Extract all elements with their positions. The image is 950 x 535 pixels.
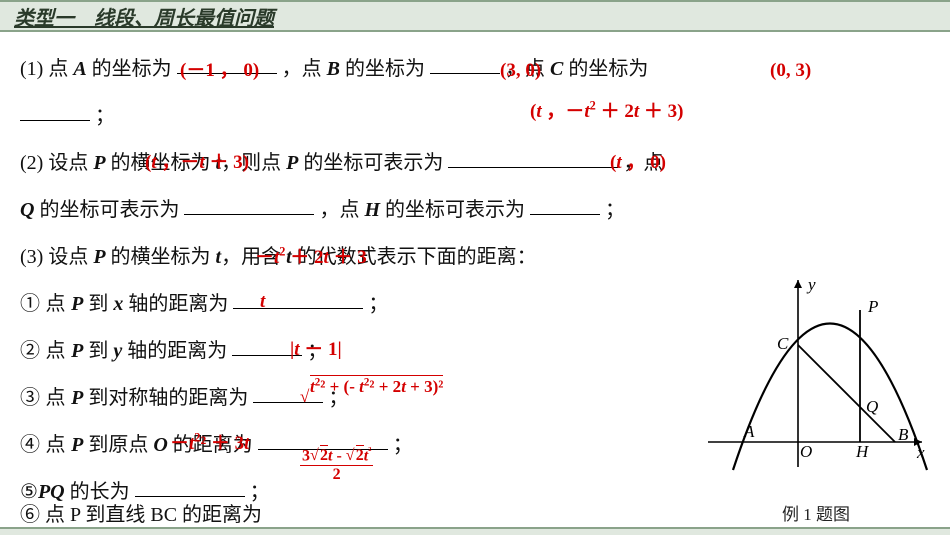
q1-A: A [73, 58, 86, 80]
blank-Q [184, 193, 314, 215]
clipped-text: ⑥ 点 P 到直线 BC 的距离为 [20, 504, 262, 526]
clipped-line: ⑥ 点 P 到直线 BC 的距离为 [20, 498, 262, 527]
i2b: 到 [83, 340, 113, 362]
ans-d3: －t2 ＋ 2t ＋ 3 [255, 236, 367, 281]
i3a: ③ 点 [20, 387, 71, 409]
q1-C: C [550, 58, 563, 80]
ans-frac: 32t - 2t² 2 [300, 440, 373, 487]
i4b: 到原点 [83, 434, 153, 456]
blank-B [430, 52, 500, 74]
q3-prefix: (3) 设点 [20, 246, 93, 268]
i1P: P [71, 293, 83, 315]
q2-Q: Q [20, 199, 34, 221]
q1-prefix: (1) 点 [20, 58, 73, 80]
i1x: x [113, 293, 123, 315]
q3-m1: 的横坐标为 [106, 246, 216, 268]
ans-sqrt: t2² + (- t2² + 2t + 3)² [300, 367, 443, 407]
svg-text:A: A [743, 422, 755, 441]
pa: ＋ 3) [205, 152, 249, 173]
sf: + 3)² [406, 377, 443, 396]
ans-B: (3, 0) [500, 49, 541, 94]
blank-H [530, 193, 600, 215]
blank-d5 [135, 475, 245, 497]
fe: 2 [356, 445, 364, 464]
ans-A: (－1 ， 0) [180, 49, 259, 94]
fd: - [332, 447, 345, 464]
ans-e: －t2² ＋ 3t [170, 422, 249, 467]
i3b: 到对称轴的距离为 [83, 387, 253, 409]
q3-P: P [93, 246, 105, 268]
q2-prefix: (2) 设点 [20, 152, 93, 174]
q1-m1: 的坐标为 [87, 58, 177, 80]
q2-m6: ，点 [314, 199, 364, 221]
d1t: t [260, 291, 265, 312]
q2-m5: 的坐标可表示为 [34, 199, 184, 221]
q2-P: P [93, 152, 105, 174]
q1-m5: 的坐标为 [563, 58, 648, 80]
figure: A B C O H P Q x y 例 1 题图 [700, 272, 932, 502]
svg-text:B: B [898, 425, 909, 444]
q1-m2: ，点 [277, 58, 327, 80]
i2P: P [71, 340, 83, 362]
blank-d1 [233, 287, 363, 309]
svg-text:H: H [855, 442, 870, 461]
svg-text:C: C [777, 334, 789, 353]
i2y: y [113, 340, 122, 362]
ans-C: (0, 3) [770, 49, 811, 94]
ans-Ccoord: (t ，－t2 ＋ 2t ＋ 3) [530, 90, 683, 135]
blank-C [20, 99, 90, 121]
fa: 3 [302, 447, 310, 464]
i1d: ； [363, 293, 388, 315]
q2-H: H [364, 199, 380, 221]
footer-stripe [0, 527, 950, 535]
i4d: ； [388, 434, 413, 456]
ea: － [170, 433, 189, 454]
svg-text:x: x [916, 443, 925, 462]
i1c: 轴的距离为 [123, 293, 233, 315]
fg: ² [368, 446, 371, 457]
i1a: ① 点 [20, 293, 71, 315]
pr: ，－ [157, 152, 200, 173]
i4P: P [71, 434, 83, 456]
q1-B: B [327, 58, 340, 80]
i2a: ② 点 [20, 340, 71, 362]
ans-d2: |t － 1| [290, 328, 342, 373]
et2: t [244, 433, 249, 454]
ans-d1: t [260, 280, 265, 325]
ans-Cr: ，－ [542, 101, 585, 122]
i2c: 轴的距离为 [122, 340, 232, 362]
question-2b: Q 的坐标可表示为 ，点 H 的坐标可表示为 ； [20, 187, 930, 234]
blank-P [448, 146, 618, 168]
q2-m7: 的坐标可表示为 [380, 199, 530, 221]
svg-text:y: y [806, 275, 816, 294]
i3P: P [71, 387, 83, 409]
svg-text:O: O [800, 442, 812, 461]
q1-end: ； [90, 105, 115, 127]
ans-Qcoord: (t ， 0) [610, 141, 666, 186]
i1b: 到 [83, 293, 113, 315]
q2-m3: 的坐标可表示为 [298, 152, 448, 174]
sd: ² + 2 [369, 377, 401, 396]
header-title: 类型一 线段、周长最值问题 [14, 2, 274, 31]
d3a: － [255, 247, 274, 268]
q2-P2: P [286, 152, 298, 174]
content-area: (1) 点 A 的坐标为 ，点 B 的坐标为 ，点 C 的坐标为 ； (2) 设… [0, 32, 950, 516]
q2-end: ； [600, 199, 625, 221]
figure-svg: A B C O H P Q x y [700, 272, 932, 477]
i4a: ④ 点 [20, 434, 71, 456]
fb: 2 [320, 445, 328, 464]
eb: ² ＋ 3 [200, 433, 244, 454]
d2b: － 1| [299, 339, 341, 360]
sb: ² + (- [320, 377, 359, 396]
d3c: ＋ 3 [329, 247, 367, 268]
svg-text:Q: Q [866, 397, 878, 416]
slide-header: 类型一 线段、周长最值问题 [0, 0, 950, 32]
svg-text:P: P [867, 297, 878, 316]
i4O: O [153, 434, 167, 456]
qr: ， 0) [622, 152, 666, 173]
ans-Pcoord: (t ，－t ＋ 3) [145, 141, 249, 186]
q1-m3: 的坐标为 [340, 58, 430, 80]
fden: 2 [300, 466, 373, 484]
question-1b: ； [20, 93, 930, 140]
